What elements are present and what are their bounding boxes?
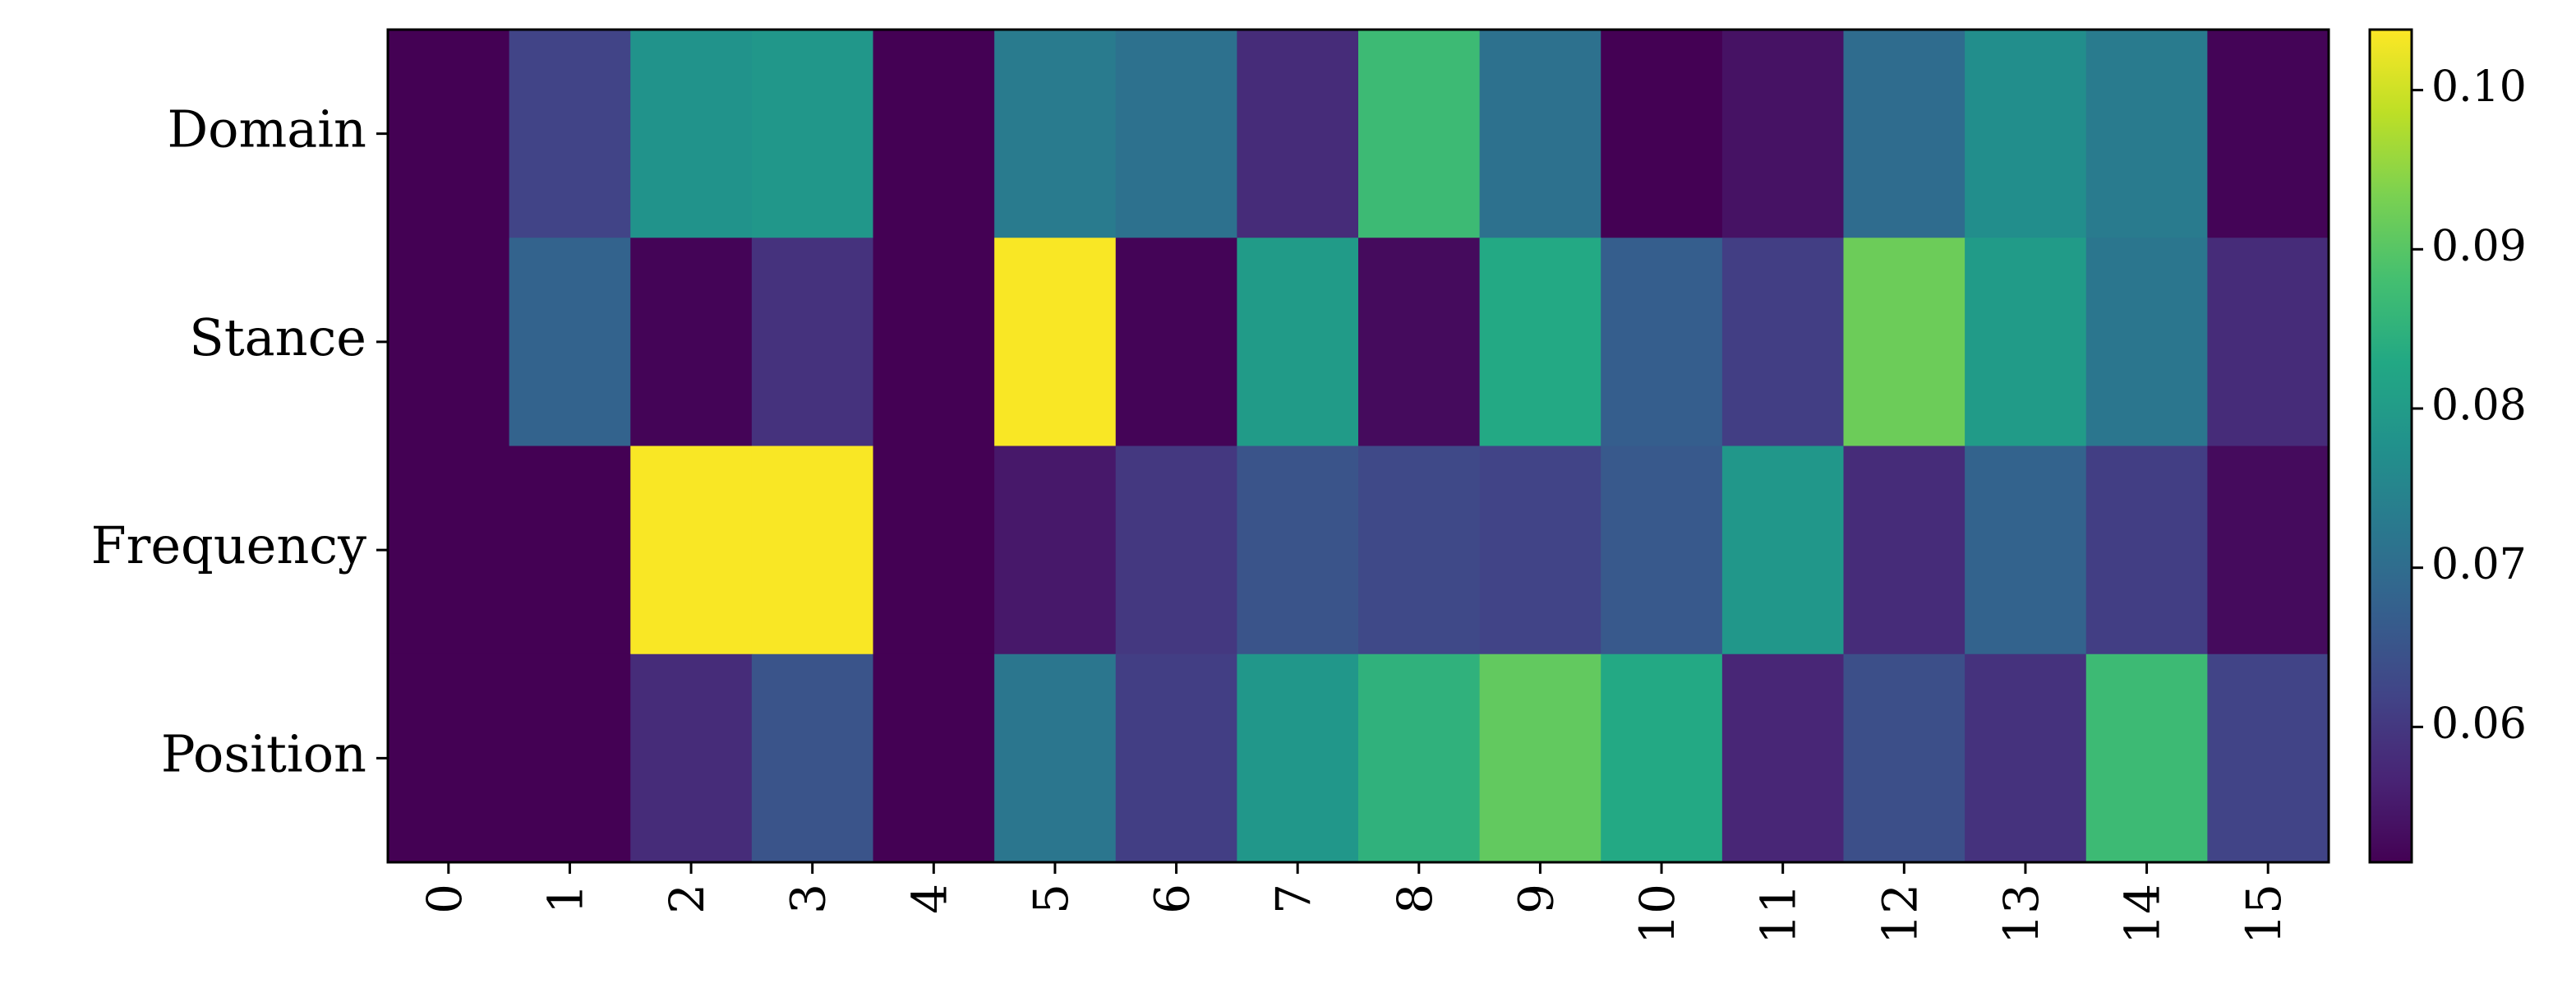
x-tick-label: 14 bbox=[2115, 884, 2171, 944]
heatmap-cell bbox=[2085, 30, 2208, 238]
heatmap-cell bbox=[1601, 653, 1723, 863]
colorbar-tick-label: 0.10 bbox=[2431, 62, 2527, 112]
x-tick-label: 8 bbox=[1387, 884, 1443, 914]
heatmap-cell bbox=[1965, 30, 2087, 238]
plot-frame bbox=[386, 28, 2330, 864]
heatmap-cell bbox=[994, 30, 1117, 238]
x-tick-label: 9 bbox=[1508, 884, 1564, 914]
heatmap-cell bbox=[388, 446, 510, 655]
x-tick-label: 2 bbox=[659, 884, 715, 914]
heatmap-cell bbox=[1721, 30, 1845, 238]
heatmap-cell bbox=[873, 30, 995, 238]
heatmap-cell bbox=[1237, 653, 1359, 863]
heatmap-cell bbox=[388, 653, 510, 863]
heatmap-cell bbox=[630, 238, 753, 447]
heatmap-cell bbox=[1601, 238, 1723, 447]
heatmap-cell bbox=[1965, 446, 2087, 655]
heatmap-cell bbox=[2207, 653, 2329, 863]
heatmap-cell bbox=[509, 238, 631, 447]
heatmap-cell bbox=[751, 653, 874, 863]
heatmap-cell bbox=[1965, 653, 2087, 863]
x-tick-label: 4 bbox=[901, 884, 957, 914]
heatmap-cell bbox=[1721, 238, 1845, 447]
heatmap-cell bbox=[1115, 238, 1237, 447]
colorbar bbox=[2368, 28, 2413, 864]
colorbar-tick-label: 0.08 bbox=[2431, 381, 2527, 430]
heatmap-cell bbox=[630, 30, 753, 238]
heatmap-cell bbox=[1721, 446, 1845, 655]
heatmap-cell bbox=[1115, 30, 1237, 238]
heatmap-cell bbox=[1479, 30, 1601, 238]
heatmap-cell bbox=[2085, 653, 2208, 863]
colorbar-tick-label: 0.07 bbox=[2431, 540, 2527, 589]
heatmap-cell bbox=[1358, 30, 1481, 238]
heatmap-cell bbox=[2207, 30, 2329, 238]
heatmap-cell bbox=[388, 238, 510, 447]
heatmap-cell bbox=[1601, 446, 1723, 655]
y-tick-label: Frequency bbox=[91, 515, 366, 575]
heatmap-cell bbox=[1601, 30, 1723, 238]
heatmap-cell bbox=[751, 446, 874, 655]
heatmap-cell bbox=[388, 30, 510, 238]
heatmap-cell bbox=[994, 446, 1117, 655]
y-tick-label: Domain bbox=[167, 99, 366, 159]
x-tick-label: 3 bbox=[781, 884, 836, 914]
x-tick-label: 5 bbox=[1023, 884, 1079, 914]
x-tick-label: 7 bbox=[1265, 884, 1321, 914]
heatmap-cell bbox=[873, 653, 995, 863]
heatmap-cell bbox=[630, 653, 753, 863]
x-tick-label: 6 bbox=[1145, 884, 1200, 914]
heatmap-cell bbox=[1237, 30, 1359, 238]
heatmap-cell bbox=[509, 653, 631, 863]
heatmap-cell bbox=[509, 30, 631, 238]
heatmap-cell bbox=[2085, 238, 2208, 447]
heatmap-cell bbox=[1721, 653, 1845, 863]
heatmap-cell bbox=[873, 238, 995, 447]
x-tick-label: 1 bbox=[537, 884, 593, 914]
heatmap-cell bbox=[2207, 238, 2329, 447]
heatmap-cell bbox=[1115, 446, 1237, 655]
heatmap-cell bbox=[630, 446, 753, 655]
x-tick-label: 12 bbox=[1872, 884, 1928, 944]
heatmap-cell bbox=[1479, 446, 1601, 655]
y-tick-label: Stance bbox=[189, 307, 366, 367]
heatmap-cell bbox=[994, 238, 1117, 447]
x-tick-label: 13 bbox=[1993, 884, 2049, 944]
heatmap-cell bbox=[1843, 653, 1965, 863]
heatmap-cell bbox=[873, 446, 995, 655]
heatmap-cell bbox=[994, 653, 1117, 863]
heatmap-cell bbox=[509, 446, 631, 655]
x-tick-label: 0 bbox=[417, 884, 472, 914]
heatmap-cell bbox=[1965, 238, 2087, 447]
colorbar-tick-label: 0.09 bbox=[2431, 222, 2527, 271]
heatmap-cell bbox=[1843, 238, 1965, 447]
heatmap-cell bbox=[1358, 446, 1481, 655]
heatmap-cell bbox=[1358, 238, 1481, 447]
colorbar-tick-label: 0.06 bbox=[2431, 700, 2527, 749]
heatmap-cell bbox=[1479, 238, 1601, 447]
heatmap-cell bbox=[1237, 446, 1359, 655]
heatmap-cell bbox=[1358, 653, 1481, 863]
heatmap-cell bbox=[1237, 238, 1359, 447]
heatmap-cell bbox=[1843, 446, 1965, 655]
heatmap-cell bbox=[1479, 653, 1601, 863]
x-tick-label: 11 bbox=[1751, 884, 1807, 944]
heatmap-cell bbox=[2207, 446, 2329, 655]
heatmap-cell bbox=[1115, 653, 1237, 863]
x-tick-label: 15 bbox=[2236, 884, 2292, 944]
heatmap-cell bbox=[751, 238, 874, 447]
heatmap-cell bbox=[751, 30, 874, 238]
y-tick-label: Position bbox=[161, 723, 366, 783]
heatmap-cell bbox=[1843, 30, 1965, 238]
heatmap-cell bbox=[2085, 446, 2208, 655]
x-tick-label: 10 bbox=[1629, 884, 1685, 944]
